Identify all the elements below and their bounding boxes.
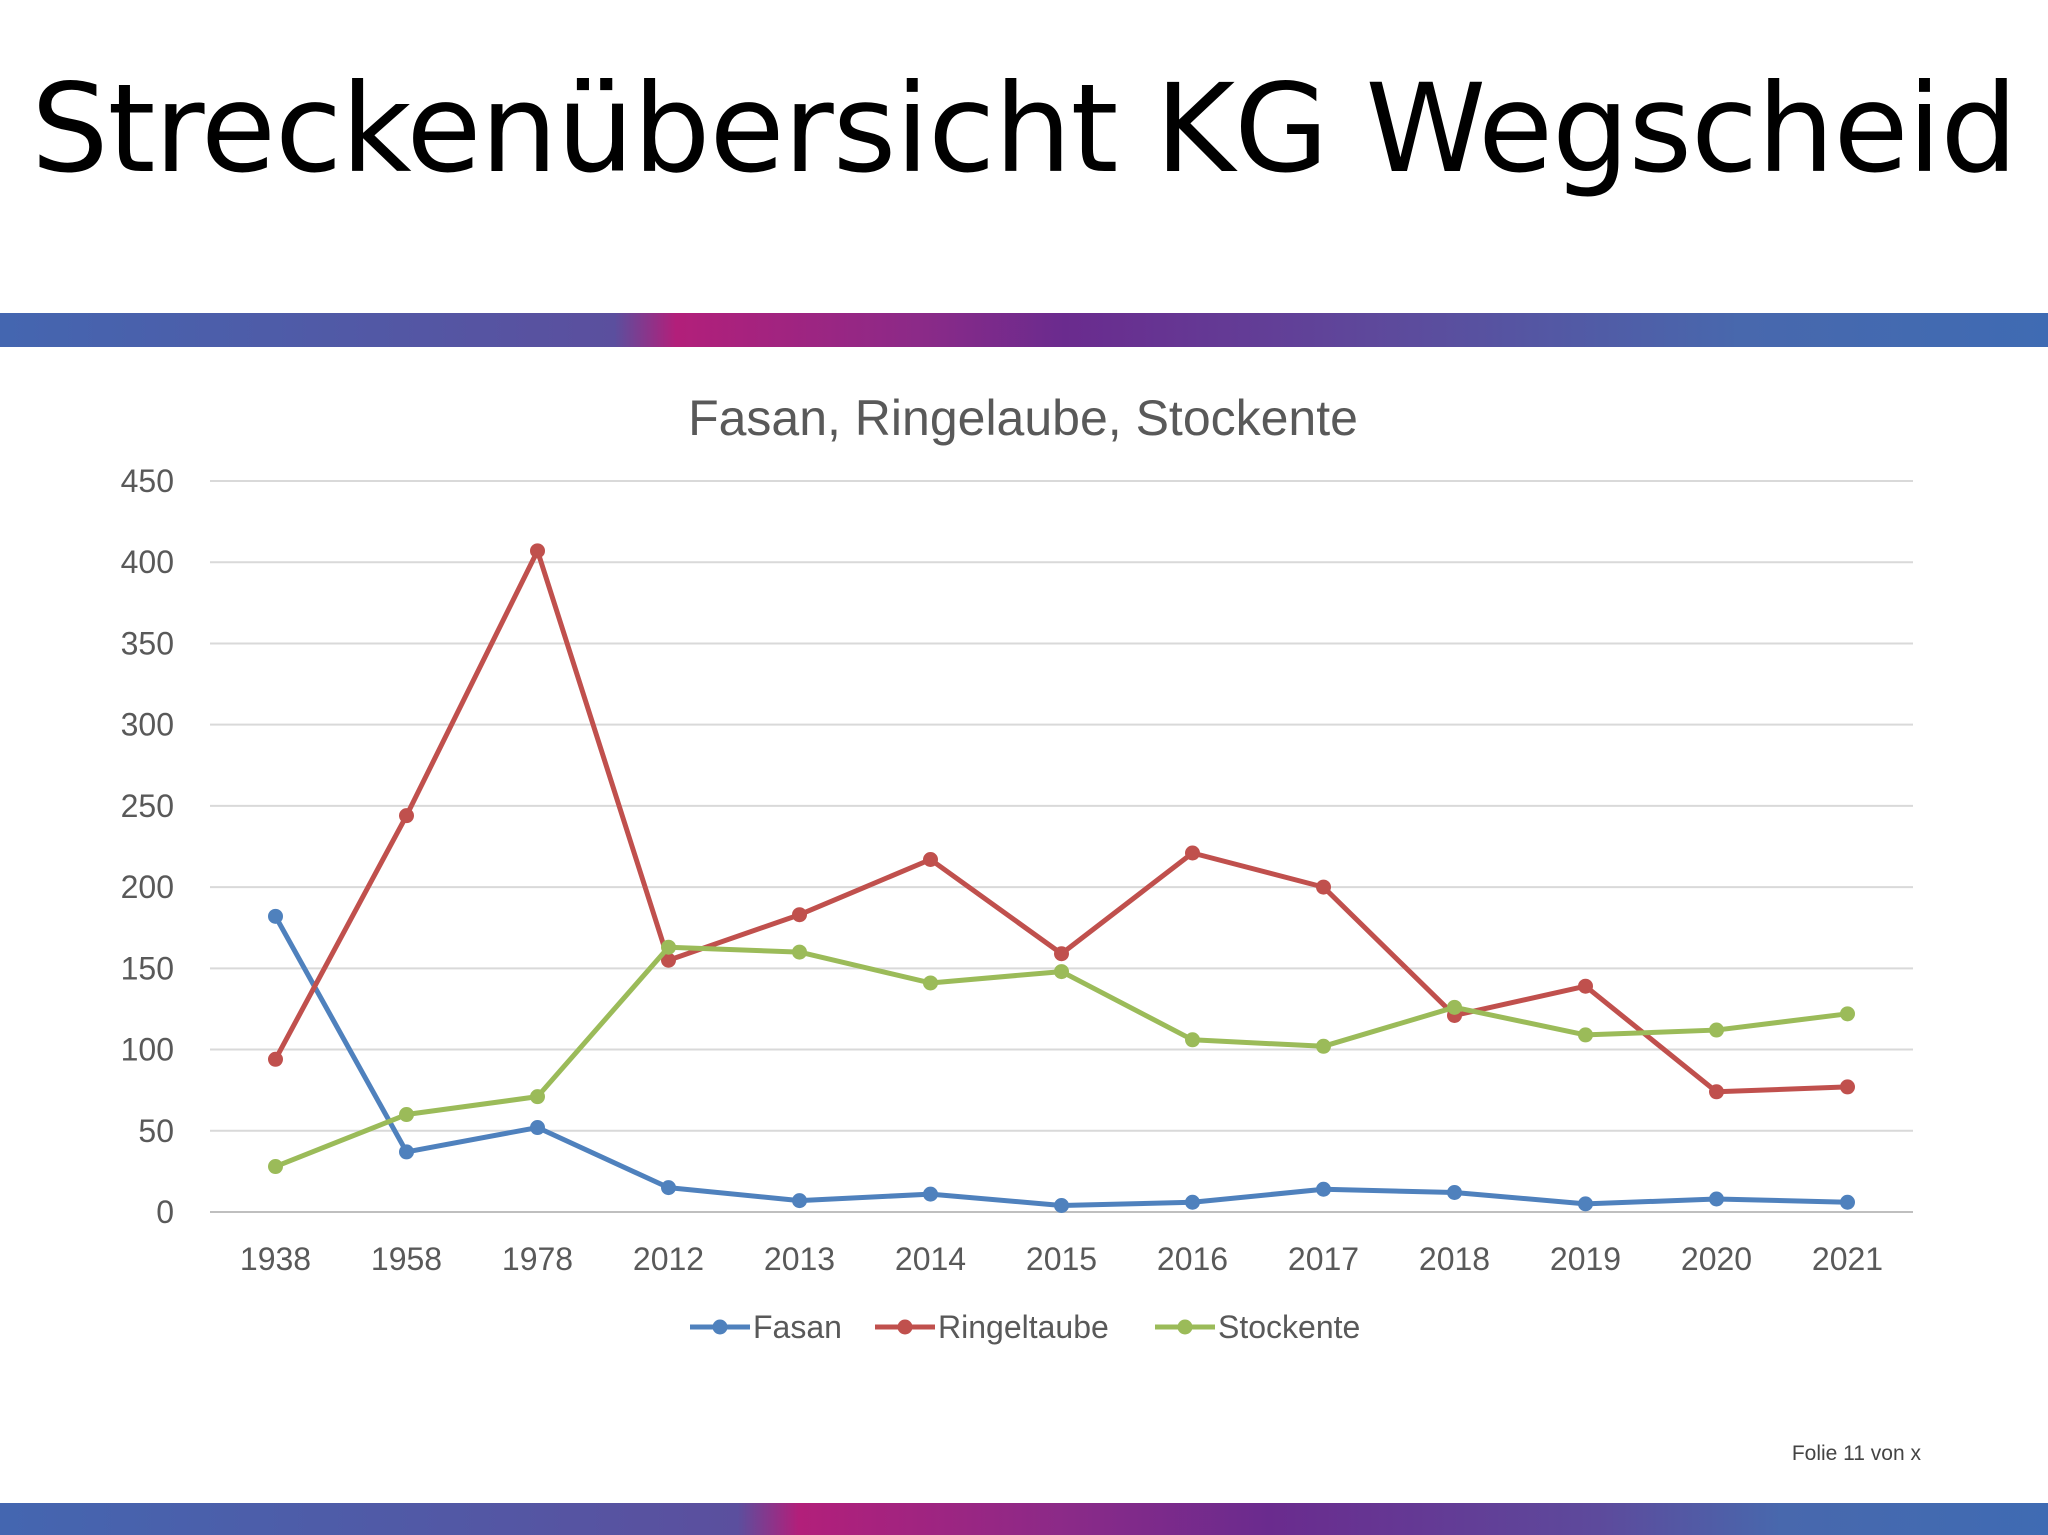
x-tick-label: 2016 (1157, 1241, 1228, 1277)
x-tick-label: 2019 (1550, 1241, 1621, 1277)
x-tick-label: 1958 (371, 1241, 442, 1277)
data-point-fasan (1447, 1185, 1462, 1201)
data-point-fasan (268, 908, 283, 924)
y-tick-label: 200 (121, 869, 174, 905)
data-point-stockente (1709, 1022, 1724, 1038)
data-point-stockente (1185, 1032, 1200, 1048)
data-point-stockente (1447, 999, 1462, 1015)
x-axis: 1938 1958 1978 2012 2013 2014 2015 2016 2017 2018… (240, 1241, 1883, 1277)
chart-title: Fasan, Ringelaube, Stockente (688, 390, 1358, 446)
legend-marker (712, 1319, 728, 1335)
data-point-fasan (1840, 1194, 1855, 1210)
series-stockente (268, 939, 1855, 1175)
data-point-ringeltaube (1316, 879, 1331, 895)
legend-label: Stockente (1218, 1309, 1360, 1345)
data-point-ringeltaube (268, 1051, 283, 1067)
series-fasan (268, 908, 1855, 1214)
data-point-stockente (399, 1107, 414, 1123)
data-point-stockente (661, 939, 676, 955)
data-point-ringeltaube (1709, 1084, 1724, 1100)
data-point-stockente (792, 944, 807, 960)
legend-item-stockente: Stockente (1155, 1309, 1360, 1345)
data-point-fasan (1709, 1191, 1724, 1207)
y-tick-label: 100 (121, 1032, 174, 1068)
y-tick-label: 350 (121, 625, 174, 661)
x-tick-label: 1938 (240, 1241, 311, 1277)
x-tick-label: 2015 (1026, 1241, 1097, 1277)
data-point-stockente (1840, 1006, 1855, 1022)
legend-marker (897, 1319, 913, 1335)
legend-label: Ringeltaube (938, 1309, 1109, 1345)
x-tick-label: 2021 (1812, 1241, 1883, 1277)
slide-title: Streckenübersicht KG Wegscheid (31, 58, 2018, 200)
legend-label: Fasan (753, 1309, 842, 1345)
y-tick-label: 50 (138, 1113, 174, 1149)
data-point-stockente (530, 1089, 545, 1105)
legend-item-fasan: Fasan (690, 1309, 842, 1345)
gridlines (210, 480, 1913, 1213)
data-point-fasan (1578, 1196, 1593, 1212)
y-tick-label: 300 (121, 707, 174, 743)
data-point-fasan (530, 1120, 545, 1136)
series-group (268, 543, 1855, 1214)
data-point-stockente (923, 975, 938, 991)
x-tick-label: 1978 (502, 1241, 573, 1277)
data-point-ringeltaube (1054, 946, 1069, 962)
data-point-ringeltaube (1840, 1079, 1855, 1095)
data-point-fasan (661, 1180, 676, 1196)
y-axis: 0 50 100 150 200 250 300 350 400 450 (121, 463, 174, 1230)
x-tick-label: 2014 (895, 1241, 966, 1277)
legend: Fasan Ringeltaube Stockente (690, 1309, 1360, 1345)
data-point-stockente (1054, 964, 1069, 980)
data-point-ringeltaube (530, 543, 545, 559)
y-tick-label: 250 (121, 788, 174, 824)
series-ringeltaube (268, 543, 1855, 1100)
y-tick-label: 450 (121, 463, 174, 499)
x-tick-label: 2018 (1419, 1241, 1490, 1277)
y-tick-label: 0 (156, 1194, 174, 1230)
data-point-fasan (792, 1193, 807, 1209)
legend-item-ringeltaube: Ringeltaube (875, 1309, 1109, 1345)
header-band (0, 313, 2048, 347)
data-point-fasan (1054, 1198, 1069, 1214)
x-tick-label: 2013 (764, 1241, 835, 1277)
y-tick-label: 400 (121, 544, 174, 580)
x-tick-label: 2020 (1681, 1241, 1752, 1277)
data-point-stockente (1316, 1038, 1331, 1054)
data-point-ringeltaube (923, 851, 938, 867)
data-point-ringeltaube (792, 907, 807, 923)
series-line-ringeltaube (273, 548, 1850, 1095)
y-tick-label: 150 (121, 950, 174, 986)
data-point-ringeltaube (1578, 978, 1593, 994)
data-point-fasan (399, 1144, 414, 1160)
data-point-fasan (1316, 1181, 1331, 1197)
data-point-ringeltaube (661, 952, 676, 968)
legend-marker (1177, 1319, 1193, 1335)
slide-footer: Folie 11 von x (1791, 1442, 1921, 1465)
data-point-ringeltaube (1185, 845, 1200, 861)
data-point-fasan (1185, 1194, 1200, 1210)
data-point-stockente (268, 1159, 283, 1175)
data-point-stockente (1578, 1027, 1593, 1043)
x-tick-label: 2012 (633, 1241, 704, 1277)
data-point-ringeltaube (399, 808, 414, 824)
footer-band (0, 1503, 2048, 1535)
x-tick-label: 2017 (1288, 1241, 1359, 1277)
data-point-fasan (923, 1186, 938, 1202)
